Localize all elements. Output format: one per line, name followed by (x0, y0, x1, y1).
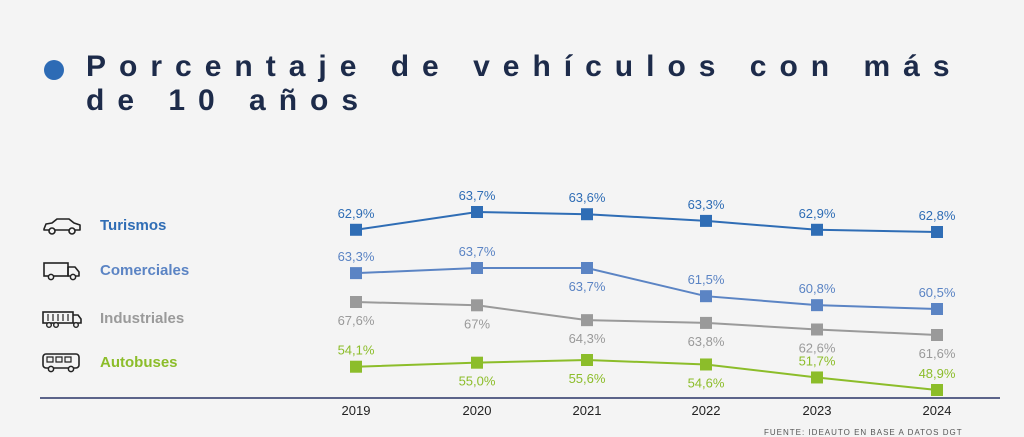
data-label-autobuses-2019: 54,1% (338, 343, 375, 358)
data-point-turismos-2024 (931, 226, 943, 238)
data-label-turismos-2019: 62,9% (338, 206, 375, 221)
data-label-industriales-2023: 62,6% (799, 341, 836, 356)
data-label-industriales-2024: 61,6% (919, 346, 956, 361)
data-point-turismos-2020 (471, 206, 483, 218)
legend-item-industriales: Industriales (40, 306, 184, 330)
bus-icon (42, 353, 80, 373)
source-note: FUENTE: IDEAUTO EN BASE A DATOS DGT (764, 428, 963, 437)
legend-label-comerciales: Comerciales (100, 261, 190, 279)
series-line-industriales (355, 301, 938, 336)
legend-label-turismos: Turismos (100, 216, 167, 234)
data-label-turismos-2020: 63,7% (459, 188, 496, 203)
data-point-turismos-2021 (581, 208, 593, 221)
data-label-industriales-2020: 67% (464, 316, 490, 331)
data-point-autobuses-2021 (581, 354, 593, 366)
data-label-turismos-2022: 63,3% (688, 197, 725, 212)
data-label-autobuses-2023: 51,7% (799, 353, 836, 368)
car-icon (43, 218, 81, 235)
data-point-autobuses-2023 (811, 371, 823, 384)
legend-item-autobuses: Autobuses (40, 350, 178, 374)
data-point-industriales-2019 (350, 296, 362, 308)
data-label-autobuses-2020: 55,0% (459, 374, 496, 389)
series-line-comerciales (355, 267, 938, 310)
data-point-comerciales-2022 (700, 290, 712, 303)
data-point-industriales-2024 (931, 329, 943, 341)
x-tick-label-2023: 2023 (803, 403, 832, 418)
data-label-turismos-2023: 62,9% (799, 206, 836, 221)
x-tick-label-2019: 2019 (342, 403, 371, 418)
x-tick-label-2021: 2021 (573, 403, 602, 418)
data-point-comerciales-2024 (931, 303, 943, 315)
data-label-comerciales-2021: 63,7% (569, 279, 606, 294)
data-label-comerciales-2024: 60,5% (919, 285, 956, 300)
legend-item-comerciales: Comerciales (40, 258, 189, 282)
data-point-autobuses-2024 (931, 384, 943, 396)
data-point-comerciales-2020 (471, 262, 483, 274)
x-tick-label-2024: 2024 (923, 403, 952, 418)
data-point-comerciales-2021 (581, 262, 593, 274)
industrial-truck-icon (42, 311, 82, 329)
data-label-industriales-2022: 63,8% (688, 334, 725, 349)
data-point-autobuses-2019 (350, 360, 362, 373)
x-tick-label-2020: 2020 (463, 403, 492, 418)
data-point-comerciales-2019 (350, 267, 362, 280)
legend-item-turismos: Turismos (40, 213, 166, 237)
data-label-autobuses-2022: 54,6% (688, 375, 725, 390)
data-label-comerciales-2019: 63,3% (338, 249, 375, 264)
data-point-industriales-2021 (581, 314, 593, 327)
data-point-comerciales-2023 (811, 299, 823, 312)
data-point-turismos-2023 (811, 223, 823, 236)
legend-label-autobuses: Autobuses (100, 353, 178, 371)
series-line-autobuses (355, 358, 938, 391)
title-bullet (44, 60, 64, 80)
data-label-comerciales-2020: 63,7% (459, 244, 496, 259)
data-label-industriales-2019: 67,6% (338, 313, 375, 328)
legend-label-industriales: Industriales (100, 309, 185, 327)
data-label-comerciales-2022: 61,5% (688, 272, 725, 287)
data-point-industriales-2022 (700, 316, 712, 329)
data-label-autobuses-2021: 55,6% (569, 371, 606, 386)
data-point-turismos-2019 (350, 223, 362, 236)
data-label-comerciales-2023: 60,8% (799, 281, 836, 296)
series-line-turismos (355, 210, 938, 233)
chart-title: Porcentaje de vehículos con más de 10 añ… (86, 50, 963, 117)
x-tick-label-2022: 2022 (692, 403, 721, 418)
truck-icon (43, 262, 80, 281)
data-label-turismos-2024: 62,8% (919, 208, 956, 223)
data-point-autobuses-2022 (700, 358, 712, 371)
data-point-autobuses-2020 (471, 356, 483, 369)
data-point-industriales-2020 (471, 299, 483, 312)
data-label-industriales-2021: 64,3% (569, 331, 606, 346)
data-point-industriales-2023 (811, 323, 823, 336)
data-label-autobuses-2024: 48,9% (919, 366, 956, 381)
data-label-turismos-2021: 63,6% (569, 190, 606, 205)
data-point-turismos-2022 (700, 214, 712, 227)
